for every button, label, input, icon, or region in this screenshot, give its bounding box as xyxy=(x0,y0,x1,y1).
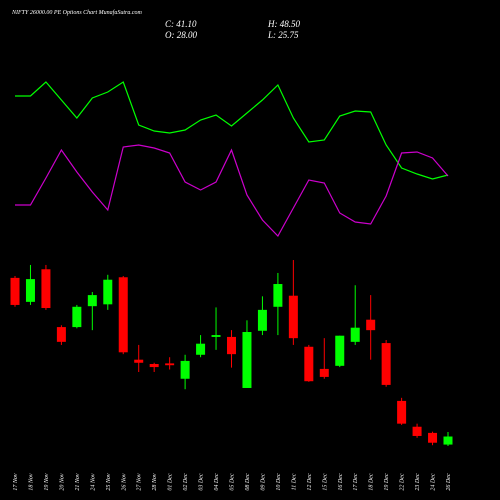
x-tick-label: 26 Nov xyxy=(121,473,127,491)
candle-body xyxy=(443,436,453,445)
x-tick-label: 28 Nov xyxy=(152,473,158,491)
chart-title: NIFTY 26000.00 PE Options Chart MunafaSu… xyxy=(11,9,143,16)
x-tick-label: 18 Dec xyxy=(369,473,375,490)
x-tick-label: 20 Nov xyxy=(59,473,65,491)
x-tick-label: 15 Dec xyxy=(322,473,328,490)
x-tick-label: 27 Nov xyxy=(137,473,143,491)
candle-body xyxy=(103,279,113,305)
x-tick-label: 19 Nov xyxy=(44,473,50,491)
stat-low: L: 25.75 xyxy=(267,30,299,40)
x-tick-label: 21 Nov xyxy=(75,473,81,491)
candle-body xyxy=(397,400,407,424)
candle-body xyxy=(72,306,82,328)
candle-body xyxy=(149,363,159,368)
x-tick-label: 11 Dec xyxy=(291,473,297,490)
candle-body xyxy=(134,359,144,363)
candle-body xyxy=(381,343,391,385)
candle-body xyxy=(196,343,206,355)
stat-open: O: 28.00 xyxy=(165,30,197,40)
x-tick-label: 23 Dec xyxy=(415,473,421,490)
x-tick-label: 05 Dec xyxy=(230,473,236,490)
candle-body xyxy=(288,295,298,339)
candle-body xyxy=(257,309,267,331)
x-tick-label: 02 Dec xyxy=(183,473,189,490)
candle-body xyxy=(180,360,190,379)
candle-body xyxy=(41,269,51,309)
x-tick-label: 08 Dec xyxy=(245,473,251,490)
candle-body xyxy=(211,335,221,337)
candle-body xyxy=(10,277,20,305)
candle-body xyxy=(242,332,252,388)
x-tick-label: 09 Dec xyxy=(260,473,266,490)
candle-body xyxy=(350,327,360,342)
x-tick-label: 25 Nov xyxy=(106,473,112,491)
candle-body xyxy=(273,284,283,307)
candle-body xyxy=(335,335,345,366)
x-tick-label: 01 Dec xyxy=(168,473,174,490)
indicator-line xyxy=(15,81,449,180)
candle-body xyxy=(428,432,438,443)
candle-body xyxy=(412,426,422,436)
x-tick-label: 18 Nov xyxy=(28,473,34,491)
x-tick-label: 22 Dec xyxy=(400,473,406,490)
candle-body xyxy=(118,277,128,353)
x-tick-label: 10 Dec xyxy=(276,473,282,490)
candle-body xyxy=(227,336,236,355)
x-tick-label: 19 Dec xyxy=(384,473,390,490)
x-tick-label: 04 Dec xyxy=(213,473,220,490)
indicator-line xyxy=(15,144,449,238)
x-tick-label: 26 Dec xyxy=(446,473,452,490)
candle-body xyxy=(56,327,66,342)
candle-body xyxy=(304,346,314,382)
candle-body xyxy=(366,319,376,331)
x-tick-label: 24 Dec xyxy=(430,473,437,490)
candle-body xyxy=(87,295,97,307)
x-tick-label: 24 Nov xyxy=(89,473,96,491)
stat-close: C: 41.10 xyxy=(165,19,197,29)
x-tick-label: 16 Dec xyxy=(338,473,344,490)
candle-body xyxy=(165,363,175,366)
x-tick-label: 17 Nov xyxy=(13,473,19,491)
x-tick-label: 17 Dec xyxy=(353,473,359,490)
candle-body xyxy=(319,368,329,377)
x-tick-label: 03 Dec xyxy=(199,473,205,490)
candle-body xyxy=(25,279,35,302)
stat-high: H: 48.50 xyxy=(267,19,300,29)
x-tick-label: 12 Dec xyxy=(307,473,313,490)
